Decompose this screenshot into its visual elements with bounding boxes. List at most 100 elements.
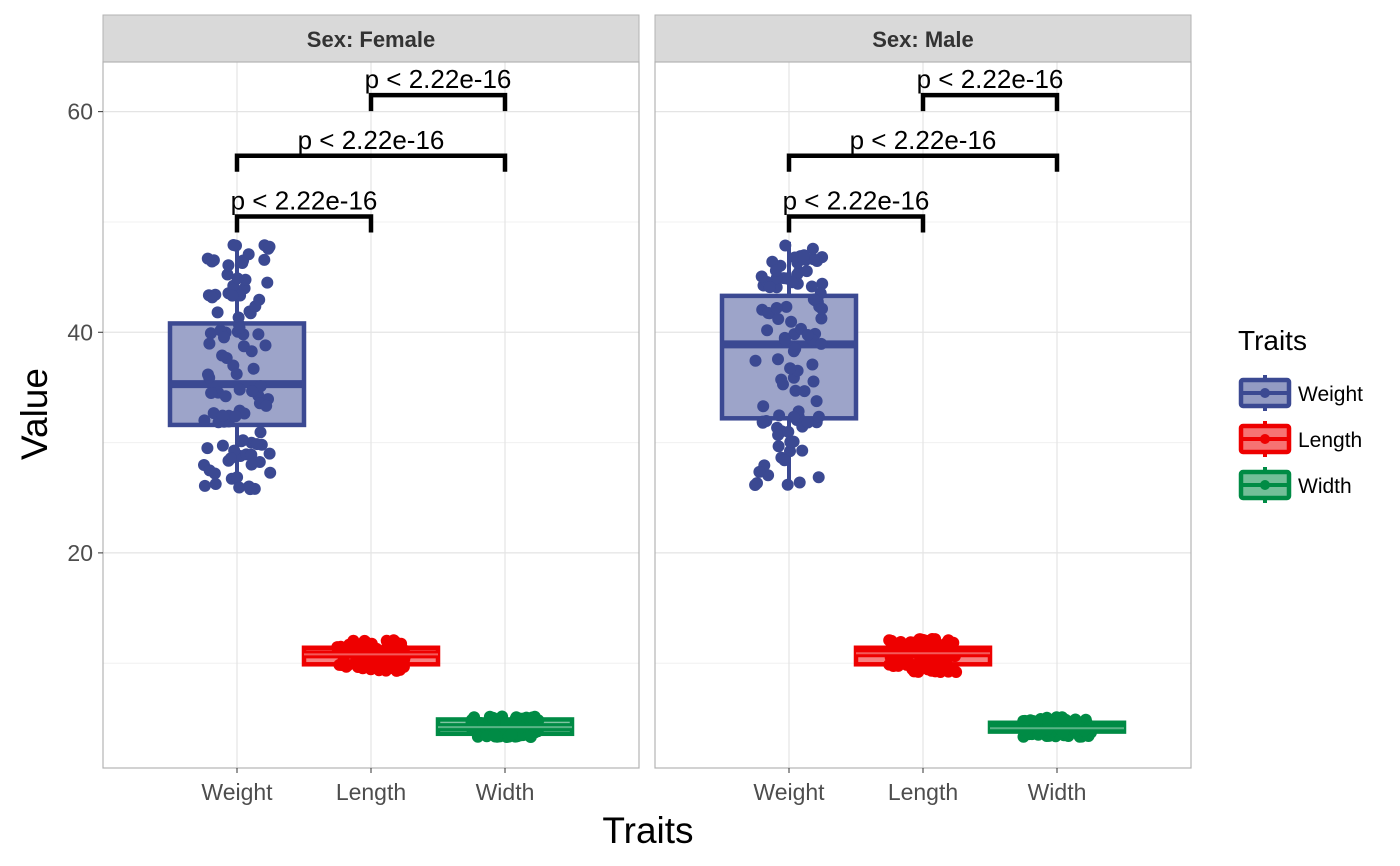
data-point <box>778 454 791 467</box>
data-point <box>793 476 806 489</box>
data-point <box>247 362 260 375</box>
data-point <box>198 414 211 427</box>
data-point <box>755 270 768 283</box>
facet-strip-label: Sex: Female <box>307 27 435 52</box>
data-point <box>763 281 776 294</box>
data-point <box>233 383 246 396</box>
bracket-line <box>920 92 1060 112</box>
data-point <box>930 636 943 649</box>
box-weight <box>167 239 307 496</box>
data-point <box>810 395 823 408</box>
p-value-label: p < 2.22e-16 <box>231 185 378 215</box>
data-point <box>1018 714 1031 727</box>
data-point <box>216 409 229 422</box>
data-point <box>206 255 218 268</box>
data-point <box>202 368 214 381</box>
data-point <box>773 409 786 422</box>
data-point <box>912 635 925 648</box>
legend-key-point <box>1260 480 1270 490</box>
data-point <box>947 636 960 649</box>
legend-key-point <box>1260 388 1270 398</box>
data-point <box>245 345 258 358</box>
data-point <box>204 327 217 340</box>
data-point <box>211 306 224 319</box>
facet-panel: Sex: Female p < 2.22e-16 p < 2.22e-16 p < 2… <box>67 14 640 805</box>
bracket-line <box>368 92 508 112</box>
box-width <box>435 710 575 743</box>
data-point <box>242 248 255 261</box>
data-point <box>246 385 259 398</box>
x-tick-label: Width <box>1028 779 1087 805</box>
data-point <box>784 436 797 448</box>
data-point <box>1078 724 1091 737</box>
data-point <box>258 253 271 266</box>
data-point <box>487 711 500 724</box>
y-axis-title: Value <box>14 368 55 460</box>
box-length <box>853 633 993 678</box>
data-point <box>264 466 277 479</box>
data-point <box>770 302 783 314</box>
data-point <box>789 384 802 397</box>
comparison-bracket: p < 2.22e-16 <box>783 185 929 233</box>
data-point <box>796 444 809 457</box>
data-point <box>224 452 237 465</box>
data-point <box>252 328 265 341</box>
y-tick-label: 40 <box>67 319 93 345</box>
data-point <box>749 354 762 367</box>
facet-panel: Sex: Male p < 2.22e-16 p < 2.22e-16 p < 2.2… <box>654 14 1192 805</box>
x-axis-title: Traits <box>602 810 693 851</box>
bracket-line <box>234 153 508 172</box>
y-tick-label: 60 <box>67 99 93 125</box>
data-point <box>815 337 828 350</box>
data-point <box>807 253 820 266</box>
data-point <box>942 665 955 678</box>
data-point <box>1029 716 1041 729</box>
data-point <box>488 729 501 742</box>
data-point <box>798 385 811 398</box>
data-point <box>812 410 825 423</box>
data-point <box>341 658 353 671</box>
data-point <box>253 293 266 306</box>
data-point <box>233 321 246 334</box>
x-tick-label: Weight <box>753 779 825 805</box>
data-point <box>245 448 258 461</box>
data-point <box>756 416 769 429</box>
data-point <box>784 362 797 375</box>
box-weight <box>719 239 859 491</box>
data-point <box>885 634 898 647</box>
data-point <box>380 634 393 647</box>
data-point <box>786 276 799 289</box>
legend-label: Length <box>1298 429 1362 452</box>
bracket-line <box>786 153 1060 172</box>
comparison-bracket: p < 2.22e-16 <box>365 64 511 112</box>
data-point <box>807 293 820 306</box>
legend-item-width: Width <box>1238 467 1352 503</box>
data-point <box>887 660 900 672</box>
data-point <box>816 277 829 290</box>
data-point <box>222 259 235 272</box>
data-point <box>216 439 229 452</box>
legend-label: Weight <box>1298 383 1363 406</box>
data-point <box>772 313 785 325</box>
data-point <box>206 291 219 304</box>
data-point <box>364 663 377 676</box>
data-point <box>784 445 796 458</box>
box-length <box>301 634 441 677</box>
data-point <box>798 249 811 262</box>
data-point <box>751 477 763 490</box>
data-point <box>229 410 242 423</box>
data-point <box>208 467 221 480</box>
data-point <box>886 646 899 659</box>
data-point <box>505 728 518 741</box>
data-point <box>1018 724 1031 736</box>
data-point <box>233 481 246 494</box>
data-point <box>816 302 828 315</box>
data-point <box>526 711 539 724</box>
bracket-line <box>786 214 926 233</box>
panels-layer: Sex: Female p < 2.22e-16 p < 2.22e-16 p < 2… <box>67 14 1192 805</box>
data-point <box>227 239 240 251</box>
data-point <box>360 638 373 651</box>
data-point <box>801 416 814 429</box>
data-point <box>894 636 907 648</box>
